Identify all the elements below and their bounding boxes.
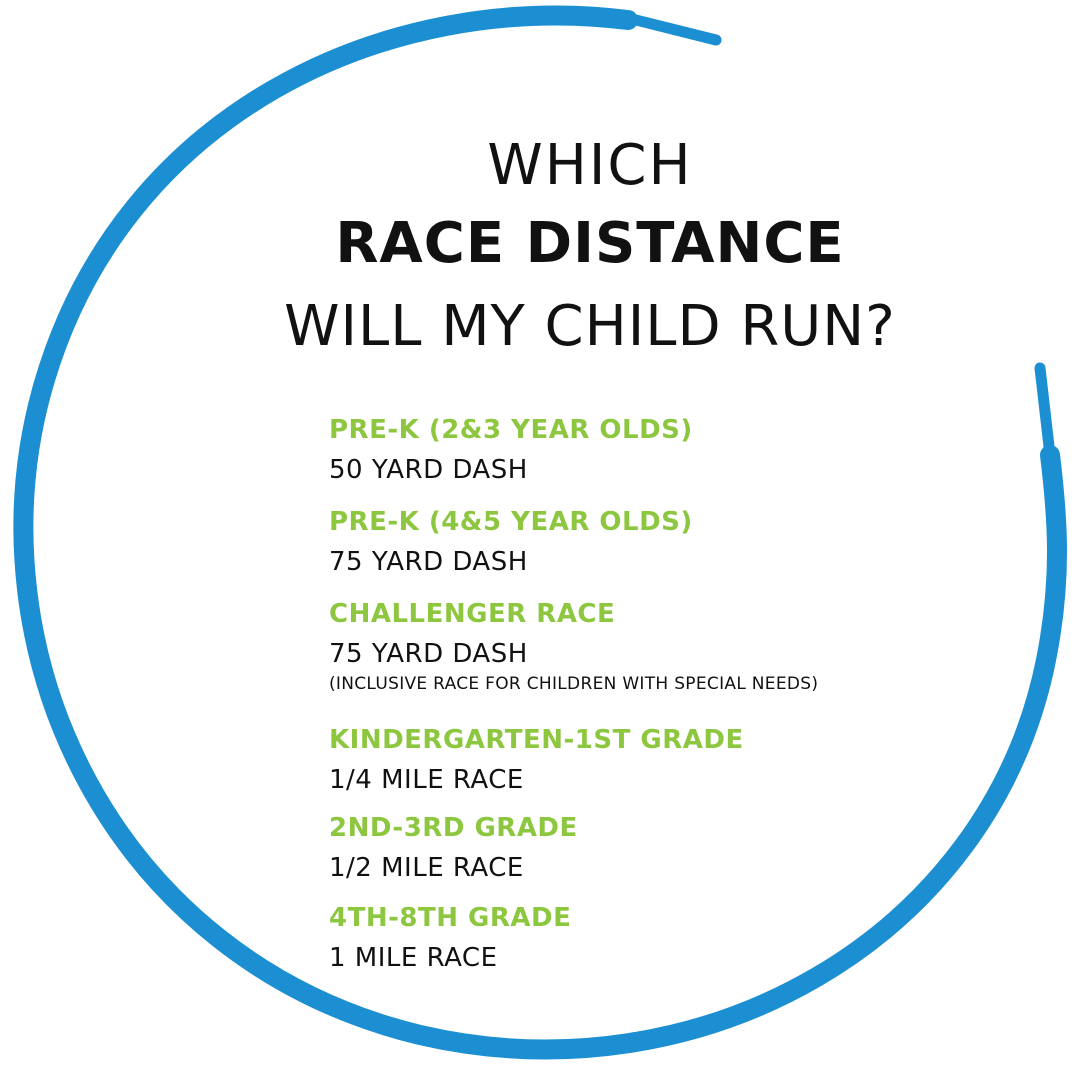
race-distance-label: 75 YARD DASH: [329, 547, 528, 577]
race-item-prek-2-3: PRE-K (2&3 YEAR OLDS) 50 YARD DASH: [329, 410, 693, 490]
race-group-label: CHALLENGER RACE: [329, 599, 616, 629]
race-group-label: 2ND-3RD GRADE: [329, 813, 578, 843]
race-distance-label: 1/4 MILE RACE: [329, 765, 524, 795]
race-group-label: KINDERGARTEN-1ST GRADE: [329, 725, 744, 755]
race-item-2nd-3rd: 2ND-3RD GRADE 1/2 MILE RACE: [329, 808, 578, 888]
race-item-4th-8th: 4TH-8TH GRADE 1 MILE RACE: [329, 898, 571, 978]
title-line-will-my-child-run: WILL MY CHILD RUN?: [284, 294, 896, 359]
race-group-label: PRE-K (2&3 YEAR OLDS): [329, 415, 693, 445]
race-group-label: PRE-K (4&5 YEAR OLDS): [329, 507, 693, 537]
race-distance-label: 1/2 MILE RACE: [329, 853, 524, 883]
race-distance-label: 1 MILE RACE: [329, 943, 498, 973]
race-group-label: 4TH-8TH GRADE: [329, 903, 572, 933]
title-line-which: WHICH: [487, 133, 693, 198]
race-note-label: (INCLUSIVE RACE FOR CHILDREN WITH SPECIA…: [329, 674, 819, 694]
race-item-kindergarten-1st: KINDERGARTEN-1ST GRADE 1/4 MILE RACE: [329, 720, 744, 800]
race-distance-label: 75 YARD DASH: [329, 639, 528, 669]
race-item-challenger: CHALLENGER RACE 75 YARD DASH (INCLUSIVE …: [329, 594, 818, 694]
title-line-race-distance: RACE DISTANCE: [335, 211, 845, 276]
race-item-prek-4-5: PRE-K (4&5 YEAR OLDS) 75 YARD DASH: [329, 502, 693, 582]
race-distance-label: 50 YARD DASH: [329, 455, 528, 485]
